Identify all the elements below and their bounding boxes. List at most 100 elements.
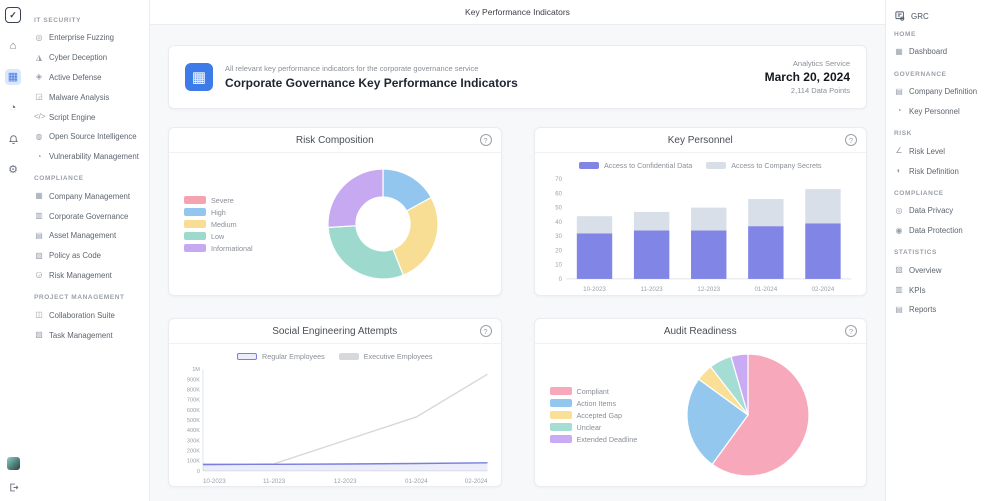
sidebar-item-collaboration-suite[interactable]: ◫Collaboration Suite (32, 305, 143, 325)
sidebar-item-kpis[interactable]: ▥KPIs (892, 280, 994, 300)
sidebar-item-policy-as-code[interactable]: ▧Policy as Code (32, 246, 143, 266)
sidebar-item-enterprise-fuzzing[interactable]: ◎Enterprise Fuzzing (32, 28, 143, 48)
section-label-risk: RISK (894, 130, 994, 137)
legend-label: High (211, 208, 226, 217)
legend-swatch (550, 423, 572, 431)
meta-date: March 20, 2024 (765, 70, 850, 84)
sidebar-item-task-management[interactable]: ▨Task Management (32, 325, 143, 345)
apps-grid-icon[interactable]: ▦ (5, 69, 21, 85)
dashboard-icon: ▦ (894, 48, 904, 56)
help-icon[interactable]: ? (845, 134, 857, 146)
sidebar-item-risk-management[interactable]: ◶Risk Management (32, 266, 143, 286)
svg-text:100K: 100K (187, 459, 200, 465)
sidebar-item-label: Malware Analysis (49, 93, 109, 102)
help-icon[interactable]: ? (480, 325, 492, 337)
help-icon[interactable]: ? (845, 325, 857, 337)
left-sidebar: IT SECURITY◎Enterprise Fuzzing◮Cyber Dec… (26, 0, 150, 501)
chart-canvas[interactable]: Access to Confidential Data Access to Com… (535, 153, 867, 296)
sidebar-item-label: Key Personnel (909, 107, 960, 116)
charts-grid: Risk Composition ? Severe High Medium Low In… (168, 127, 867, 487)
legend-label: Access to Company Secrets (731, 161, 821, 170)
sidebar-item-label: Overview (909, 266, 942, 275)
svg-text:300K: 300K (187, 438, 200, 444)
meta-service: Analytics Service (765, 59, 850, 68)
svg-text:700K: 700K (187, 398, 200, 404)
svg-text:40: 40 (555, 220, 562, 226)
legend-item[interactable]: Low (184, 232, 272, 241)
chart-canvas[interactable]: Regular EmployeesExecutive Employees0100… (169, 344, 501, 487)
sidebar-item-reports[interactable]: ▤Reports (892, 300, 994, 320)
sidebar-item-label: Risk Definition (909, 167, 959, 176)
chart-title: Social Engineering Attempts (272, 326, 397, 337)
grc-app-icon (894, 10, 906, 22)
legend-item[interactable]: Medium (184, 220, 272, 229)
sidebar-item-cyber-deception[interactable]: ◮Cyber Deception (32, 48, 143, 68)
legend-label: Regular Employees (262, 352, 325, 361)
sidebar-item-vulnerability-management[interactable]: ◔Vulnerability Management (32, 147, 143, 167)
chart-title: Risk Composition (296, 135, 374, 146)
sidebar-item-malware-analysis[interactable]: ◲Malware Analysis (32, 87, 143, 107)
svg-text:11-2023: 11-2023 (263, 478, 286, 485)
legend-item[interactable]: Unclear (550, 423, 638, 432)
sidebar-item-risk-definition[interactable]: ◐Risk Definition (892, 161, 994, 181)
people-icon: ◔ (894, 107, 904, 115)
pie-chart-icon[interactable]: ◔ (5, 100, 21, 116)
sidebar-item-key-personnel[interactable]: ◔ Key Personnel (892, 102, 994, 122)
legend-item[interactable]: Extended Deadline (550, 435, 638, 444)
chart-canvas[interactable]: Compliant Action Items Accepted Gap Unclear… (535, 344, 867, 486)
sidebar-item-data-protection[interactable]: ◉Data Protection (892, 221, 994, 241)
legend-item[interactable]: Compliant (550, 387, 638, 396)
legend-item[interactable]: Action Items (550, 399, 638, 408)
sidebar-item-corporate-governance[interactable]: ▥Corporate Governance (32, 206, 143, 226)
svg-text:10: 10 (555, 263, 562, 269)
section-label-governance: GOVERNANCE (894, 71, 994, 78)
content: ▦ All relevant key performance indicator… (150, 25, 885, 501)
section-label-statistics: STATISTICS (894, 249, 994, 256)
legend-item[interactable]: Access to Confidential Data (579, 161, 692, 170)
policy-icon: ▧ (34, 252, 44, 260)
sidebar-item-label: Company Definition (909, 87, 977, 96)
svg-text:1M: 1M (192, 367, 200, 373)
home-icon[interactable]: ⌂ (5, 38, 21, 54)
chart-canvas[interactable]: Severe High Medium Low Informational (169, 153, 501, 295)
svg-text:30: 30 (555, 234, 562, 240)
legend-item[interactable]: Access to Company Secrets (706, 161, 821, 170)
svg-text:200K: 200K (187, 449, 200, 455)
logout-icon[interactable] (5, 479, 21, 495)
code-icon: </> (34, 113, 44, 121)
legend-item[interactable]: Regular Employees (237, 352, 325, 361)
legend-item[interactable]: Accepted Gap (550, 411, 638, 420)
sidebar-item-label: Asset Management (49, 231, 116, 240)
sidebar-item-overview[interactable]: ▧Overview (892, 260, 994, 280)
svg-text:02-2024: 02-2024 (465, 478, 488, 485)
legend-item[interactable]: High (184, 208, 272, 217)
legend-label: Informational (211, 244, 253, 253)
chart-legend: Compliant Action Items Accepted Gap Unclear… (542, 387, 638, 444)
sidebar-item-label: Risk Management (49, 271, 112, 280)
section-label-compliance: COMPLIANCE (34, 175, 143, 182)
sidebar-item-risk-level[interactable]: ∠Risk Level (892, 141, 994, 161)
legend-swatch (339, 353, 359, 360)
legend-item[interactable]: Severe (184, 196, 272, 205)
sidebar-item-label: Enterprise Fuzzing (49, 33, 114, 42)
avatar[interactable] (7, 457, 20, 470)
legend-item[interactable]: Informational (184, 244, 272, 253)
sidebar-item-active-defense[interactable]: ◈Active Defense (32, 68, 143, 88)
settings-gear-icon[interactable]: ⚙ (5, 162, 21, 178)
sidebar-item-label: Dashboard (909, 47, 947, 56)
help-icon[interactable]: ? (480, 134, 492, 146)
sidebar-item-dashboard[interactable]: ▦ Dashboard (892, 42, 994, 62)
sidebar-item-label: Company Management (49, 192, 130, 201)
sidebar-item-data-privacy[interactable]: ◎Data Privacy (892, 201, 994, 221)
sidebar-item-open-source-intelligence[interactable]: ◍Open Source Intelligence (32, 127, 143, 147)
sidebar-item-company-management[interactable]: ▦Company Management (32, 186, 143, 206)
sidebar-item-asset-management[interactable]: ▤Asset Management (32, 226, 143, 246)
sidebar-item-company-definition[interactable]: ▤Company Definition (892, 82, 994, 102)
vulnerability-icon: ◔ (34, 153, 44, 161)
svg-text:0: 0 (558, 277, 562, 283)
legend-label: Compliant (577, 387, 609, 396)
legend-item[interactable]: Executive Employees (339, 352, 433, 361)
notifications-bell-icon[interactable] (5, 131, 21, 147)
sidebar-item-script-engine[interactable]: </>Script Engine (32, 107, 143, 127)
logo-icon[interactable]: ✓ (5, 7, 21, 23)
